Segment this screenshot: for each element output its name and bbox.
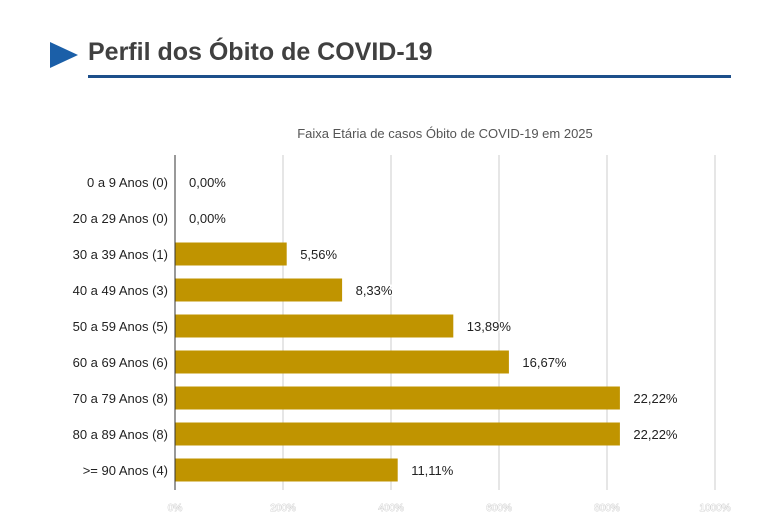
- header-divider: [88, 75, 731, 78]
- bar-chart: Faixa Etária de casos Óbito de COVID-19 …: [0, 110, 784, 526]
- x-axis-ticks: 0% 200% 400% 600% 800% 1000%: [167, 503, 731, 515]
- category-label: 60 a 69 Anos (6): [73, 355, 168, 370]
- value-label: 11,11%: [411, 463, 454, 478]
- category-labels: 0 a 9 Anos (0) 20 a 29 Anos (0) 30 a 39 An…: [73, 175, 168, 478]
- x-tick-label: 1000%: [699, 503, 730, 514]
- bar: [175, 242, 287, 266]
- bars: [175, 242, 620, 482]
- value-label: 0,00%: [189, 211, 226, 226]
- category-label: 50 a 59 Anos (5): [73, 319, 168, 334]
- triangle-arrow-icon: [50, 42, 78, 68]
- category-label: 40 a 49 Anos (3): [73, 283, 168, 298]
- value-label: 0,00%: [189, 175, 226, 190]
- bar: [175, 350, 509, 374]
- page-header: Perfil dos Óbito de COVID-19: [50, 36, 731, 80]
- value-label: 8,33%: [356, 283, 393, 298]
- category-label: 20 a 29 Anos (0): [73, 211, 168, 226]
- category-label: >= 90 Anos (4): [83, 463, 168, 478]
- bar: [175, 422, 620, 446]
- value-label: 13,89%: [467, 319, 512, 334]
- bar: [175, 386, 620, 410]
- value-label: 22,22%: [633, 427, 678, 442]
- bar: [175, 278, 343, 302]
- chart-title: Faixa Etária de casos Óbito de COVID-19 …: [297, 126, 593, 141]
- category-label: 0 a 9 Anos (0): [87, 175, 168, 190]
- category-label: 30 a 39 Anos (1): [73, 247, 168, 262]
- value-labels: 0,00% 0,00% 5,56% 8,33% 13,89% 16,67% 22,22% 22…: [188, 174, 680, 480]
- category-label: 70 a 79 Anos (8): [73, 391, 168, 406]
- value-label: 16,67%: [522, 355, 567, 370]
- x-tick-label: 800%: [594, 503, 620, 514]
- x-tick-label: 200%: [270, 503, 296, 514]
- page-title: Perfil dos Óbito de COVID-19: [88, 38, 433, 66]
- x-tick-label: 400%: [378, 503, 404, 514]
- category-label: 80 a 89 Anos (8): [73, 427, 168, 442]
- value-label: 22,22%: [633, 391, 678, 406]
- bar: [175, 314, 454, 338]
- value-label: 5,56%: [300, 247, 337, 262]
- chart-canvas: 0 a 9 Anos (0) 20 a 29 Anos (0) 30 a 39 An…: [73, 155, 731, 515]
- bar: [175, 458, 398, 482]
- x-tick-label: 600%: [486, 503, 512, 514]
- x-tick-label: 0%: [168, 503, 183, 514]
